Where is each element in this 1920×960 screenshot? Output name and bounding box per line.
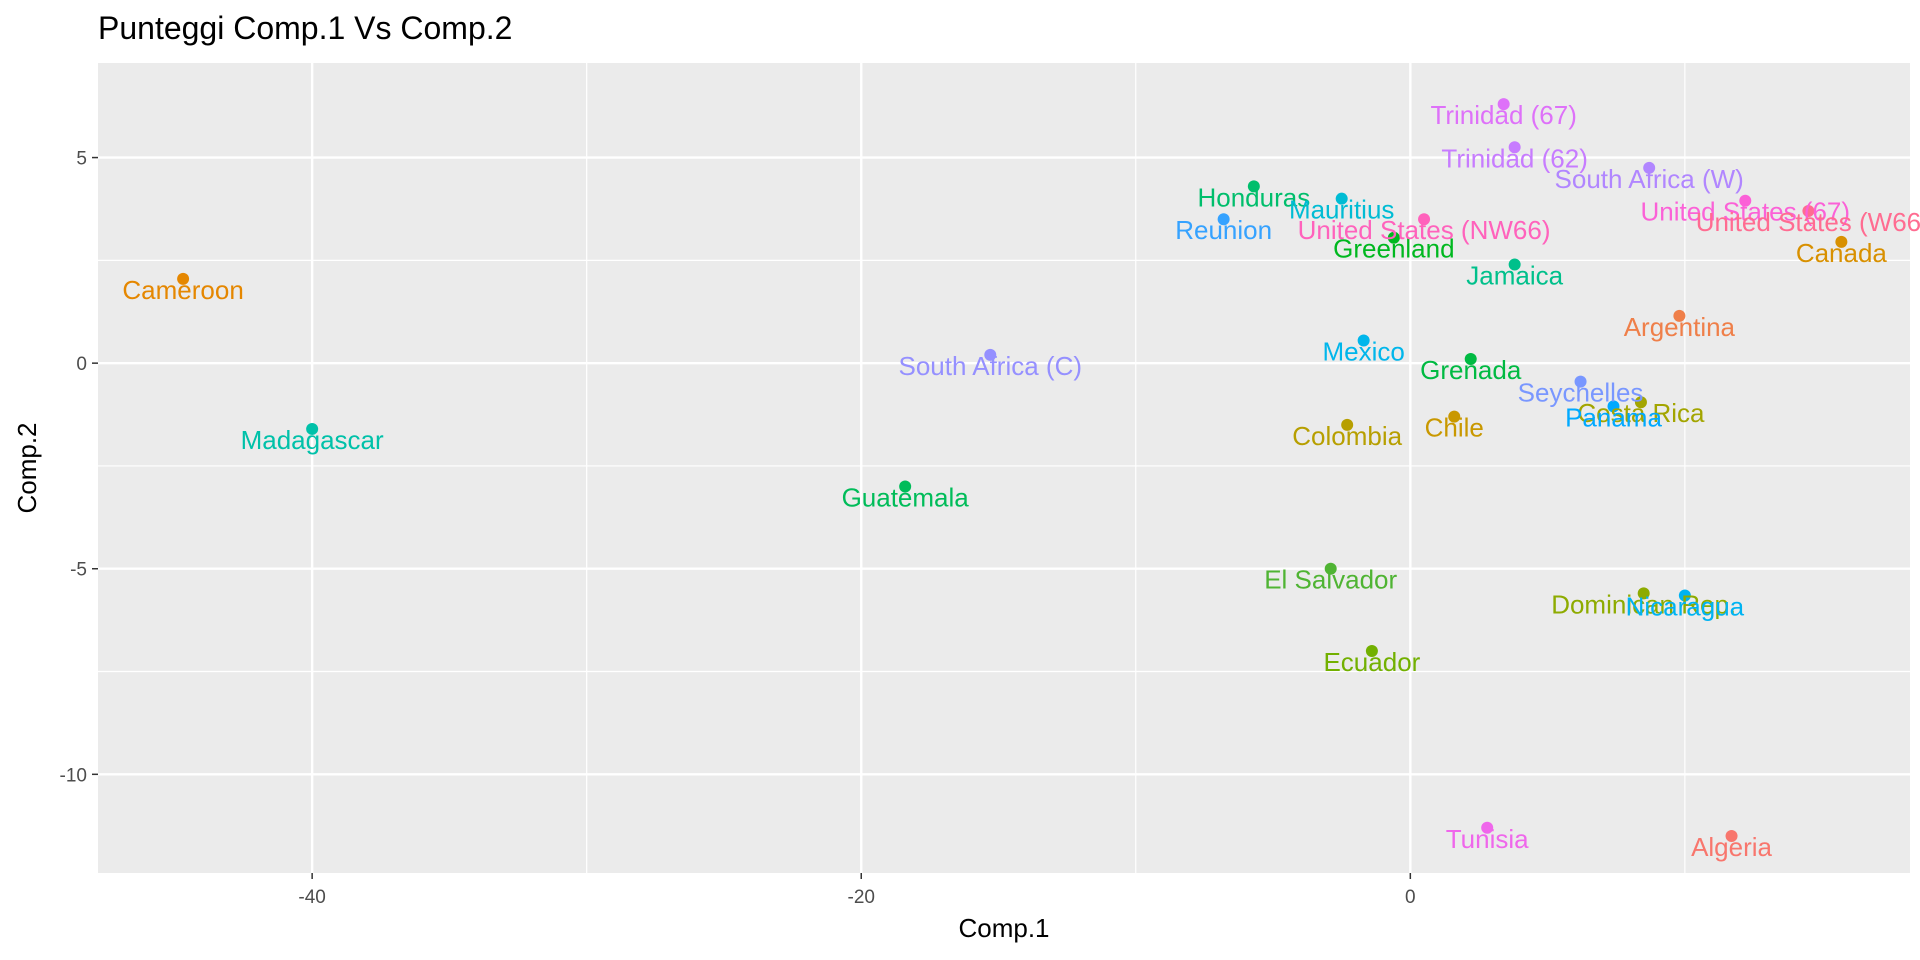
y-tick-label: -5 (70, 560, 87, 581)
point-label: Ecuador (1323, 647, 1420, 677)
point-label: Panama (1565, 402, 1662, 432)
point-label: El Salvador (1264, 565, 1397, 595)
data-point (1508, 141, 1521, 154)
x-axis-title: Comp.1 (958, 913, 1049, 943)
data-point (1387, 231, 1400, 244)
point-label: South Africa (W) (1555, 164, 1744, 194)
point-label: Colombia (1292, 421, 1402, 451)
y-tick-label: 0 (76, 354, 87, 375)
data-point (1217, 213, 1230, 226)
data-point (306, 422, 319, 435)
y-tick-label: 5 (76, 149, 87, 170)
point-label: South Africa (C) (899, 351, 1083, 381)
point-label: United States (NW66) (1298, 215, 1551, 245)
data-point (1341, 418, 1354, 431)
minor-gridlines (98, 63, 1910, 873)
point-label: Jamaica (1466, 260, 1563, 290)
point-label: Argentina (1624, 312, 1736, 342)
data-point (1335, 192, 1348, 205)
point-label: United States (67) (1640, 197, 1850, 227)
data-point (1365, 644, 1378, 657)
data-point (1418, 213, 1431, 226)
point-label: Greenland (1333, 234, 1454, 264)
point-label: Reunion (1175, 215, 1272, 245)
point-label: Seychelles (1518, 378, 1644, 408)
point-label: Costa Rica (1577, 398, 1705, 428)
point-label: Canada (1796, 238, 1888, 268)
x-tick-label: -20 (848, 887, 875, 908)
chart-title: Punteggi Comp.1 Vs Comp.2 (98, 10, 512, 46)
point-label: Cameroon (122, 275, 243, 305)
data-point (1637, 587, 1650, 600)
point-label: Trinidad (62) (1441, 143, 1587, 173)
point-label: Honduras (1197, 182, 1310, 212)
point-label: Grenada (1420, 355, 1522, 385)
plot-panel (98, 63, 1910, 873)
data-point (1324, 562, 1337, 575)
point-label: Trinidad (67) (1430, 100, 1576, 130)
point-label: Mexico (1322, 337, 1404, 367)
data-point (899, 480, 912, 493)
x-tick-label: 0 (1405, 887, 1416, 908)
point-label: Nicaragua (1626, 591, 1745, 621)
data-point (1835, 235, 1848, 248)
point-label: Madagascar (241, 425, 384, 455)
x-axis-ticks: -40 -20 0 (298, 873, 1416, 908)
point-label: Dominican Rep. (1551, 589, 1736, 619)
point-label: Chile (1425, 413, 1484, 443)
major-gridlines (98, 63, 1910, 873)
data-point (1574, 375, 1587, 388)
point-label: United States (W66 (1696, 207, 1920, 237)
point-label: Mauritius (1289, 195, 1394, 225)
y-axis-ticks: -10 -5 0 5 (60, 149, 98, 786)
y-tick-label: -10 (60, 765, 87, 786)
data-point (1464, 353, 1477, 366)
point-label: Tunisia (1446, 824, 1529, 854)
x-tick-label: -40 (298, 887, 325, 908)
data-point (1739, 194, 1752, 207)
y-axis-title: Comp.2 (12, 422, 42, 513)
data-point (1357, 334, 1370, 347)
data-point (1643, 161, 1656, 174)
data-point (1497, 98, 1510, 111)
data-point (1247, 180, 1260, 193)
data-point (1673, 309, 1686, 322)
data-point (1802, 205, 1815, 218)
point-label: Algeria (1691, 832, 1772, 862)
data-point (177, 272, 190, 285)
data-point (1508, 258, 1521, 271)
data-point (984, 348, 997, 361)
data-point (1725, 829, 1738, 842)
data-point (1678, 589, 1691, 602)
data-point (1607, 400, 1620, 413)
data-point (1448, 410, 1461, 423)
point-labels: Algeria Argentina Cameroon Canada Chile Colom… (122, 100, 1920, 862)
data-point (1634, 396, 1647, 409)
data-point (1481, 821, 1494, 834)
point-label: Guatemala (842, 483, 970, 513)
data-points (177, 98, 1848, 842)
